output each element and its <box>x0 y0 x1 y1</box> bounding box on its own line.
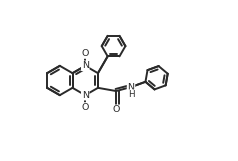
Text: O: O <box>82 49 89 58</box>
Text: O: O <box>112 105 120 114</box>
Text: N: N <box>82 61 89 70</box>
Text: N: N <box>82 91 89 100</box>
Text: N: N <box>128 83 134 92</box>
Text: H: H <box>128 90 134 99</box>
Text: O: O <box>82 103 89 112</box>
